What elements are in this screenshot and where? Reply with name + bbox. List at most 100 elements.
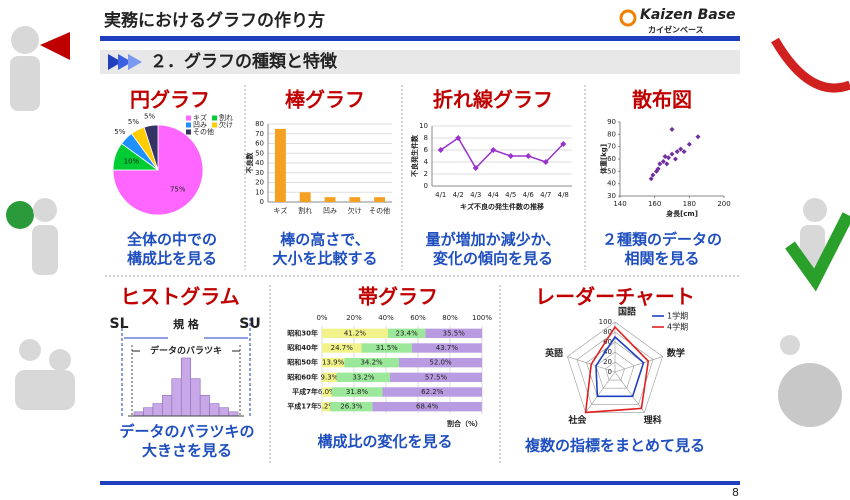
grid-line	[595, 351, 635, 389]
header-title: 実務におけるグラフの作り方	[104, 10, 325, 31]
marker	[437, 147, 444, 153]
legend-label: 欠け	[219, 120, 233, 129]
caption: 相関を見る	[624, 250, 699, 268]
axis-label: 理科	[644, 414, 662, 426]
grid-line	[567, 321, 663, 413]
spec-lower: SL	[109, 316, 128, 332]
x-tick-label: 4/1	[435, 191, 446, 199]
y-tick-label: 昭和60年	[287, 372, 318, 381]
r-tick-label: 40	[603, 348, 612, 356]
x-tick-label: 200	[717, 200, 730, 208]
caption: 構成比の変化を見る	[317, 433, 452, 451]
data-label: 24.7%	[331, 344, 354, 352]
point	[678, 146, 684, 152]
x-tick-label: 180	[683, 200, 696, 208]
section-arrow	[108, 54, 122, 70]
point	[681, 149, 687, 155]
panel-title: 帯グラフ	[358, 285, 438, 309]
bar-segment	[322, 343, 362, 353]
data-label: 10%	[124, 157, 140, 165]
bar	[374, 197, 386, 202]
caption: 全体の中での	[127, 231, 217, 249]
y-axis-label: 不良数	[245, 152, 254, 174]
data-label: 34.2%	[360, 359, 383, 367]
y-tick-label: 4	[424, 158, 429, 166]
histogram-bar	[171, 378, 182, 417]
y-axis-label: 体重[kg]	[599, 144, 608, 174]
y-tick-label: 0	[424, 182, 428, 190]
point	[660, 158, 666, 164]
point	[672, 156, 678, 162]
data-label: 5%	[114, 128, 125, 136]
point	[648, 176, 654, 182]
legend-swatch	[186, 122, 191, 128]
r-tick-label: 100	[599, 318, 612, 326]
spoke	[614, 356, 663, 373]
x-tick-label: 80%	[442, 314, 458, 322]
histogram-bar	[152, 403, 163, 417]
data-label: 5%	[128, 118, 139, 126]
point	[669, 151, 675, 157]
bar-segment	[322, 387, 332, 397]
grid-line	[576, 331, 654, 405]
y-tick-label: 昭和50年	[287, 358, 318, 367]
marker	[472, 165, 479, 171]
legend-label: 1学期	[667, 311, 688, 321]
bar-segment	[322, 357, 345, 368]
axis-label: 英語	[544, 347, 563, 359]
y-tick-label: 70	[255, 130, 264, 138]
y-tick-label: 2	[424, 170, 428, 178]
spec-label: 規 格	[173, 317, 200, 331]
data-label: 68.4%	[416, 403, 439, 411]
x-tick-label: キズ	[273, 206, 287, 215]
y-tick-label: 平成7年	[292, 387, 318, 396]
x-tick-label: 4/8	[558, 191, 569, 199]
data-label: 52.0%	[429, 359, 452, 367]
marker	[455, 135, 462, 141]
marker	[525, 153, 532, 159]
x-tick-label: 4/3	[470, 191, 481, 199]
x-tick-label: 100%	[472, 314, 492, 322]
data-label: 13.9%	[322, 359, 345, 367]
legend-label: その他	[193, 127, 214, 136]
panel-title: 棒グラフ	[285, 88, 365, 112]
point	[664, 161, 670, 167]
axis-label: 国語	[618, 306, 636, 318]
line	[440, 136, 564, 170]
y-tick-label: 70	[607, 143, 616, 151]
bar-segment	[390, 372, 482, 383]
data-label: 9.3%	[321, 373, 339, 381]
y-tick-label: 80	[255, 120, 264, 128]
legend-label: 4学期	[667, 322, 688, 332]
grid-line	[605, 361, 625, 381]
x-tick-label: 割れ	[298, 206, 312, 215]
point	[657, 161, 663, 167]
marker	[490, 147, 497, 153]
r-tick-label: 80	[603, 328, 612, 336]
section-title: ２．グラフの種類と特徴	[150, 51, 338, 72]
panel-title: 円グラフ	[130, 88, 210, 112]
bar-segment	[382, 387, 482, 397]
marker	[542, 159, 549, 165]
axis-label: 数学	[666, 347, 685, 359]
x-axis-label: キズ不良の発生件数の推移	[460, 202, 544, 211]
y-tick-label: 30	[607, 192, 616, 200]
section-band	[100, 50, 740, 74]
point	[669, 126, 675, 132]
side-illustrations	[6, 26, 850, 427]
histogram-bar	[199, 394, 210, 417]
y-tick-label: 昭和30年	[287, 328, 318, 337]
legend-label: 凹み	[193, 121, 207, 129]
legend-label: キズ	[193, 113, 207, 122]
caption: 大小を比較する	[272, 250, 377, 268]
histogram-bar	[218, 407, 229, 417]
data-label: 5.2%	[317, 403, 335, 411]
histogram-bar	[228, 411, 239, 417]
caption: 複数の指標をまとめて見る	[524, 437, 705, 455]
x-tick-label: 60%	[410, 314, 426, 322]
r-tick-label: 60	[603, 338, 612, 346]
x-tick-label: その他	[369, 206, 390, 215]
x-tick-label: 20%	[346, 314, 362, 322]
y-tick-label: 0	[260, 198, 264, 206]
